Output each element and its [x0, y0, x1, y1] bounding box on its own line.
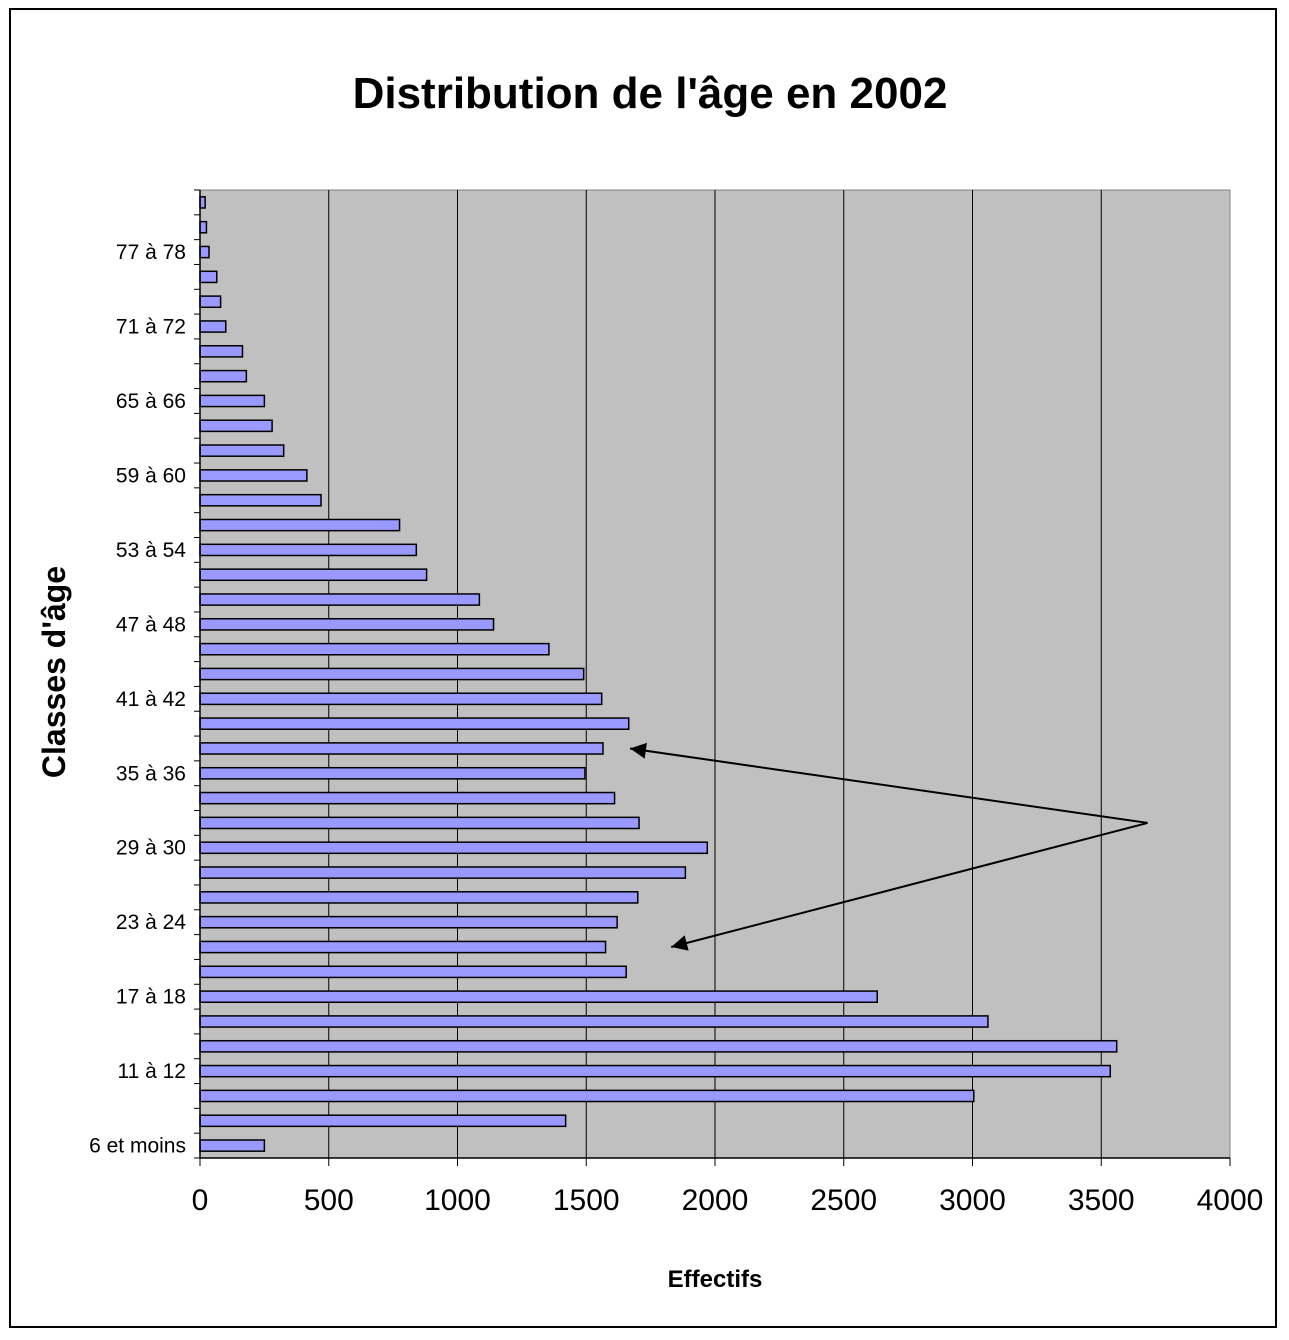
annotations — [629, 742, 1148, 951]
bar — [199, 568, 428, 582]
bar — [199, 344, 244, 358]
bar — [199, 990, 878, 1004]
bar — [199, 1114, 567, 1128]
bar — [199, 841, 709, 855]
bar — [199, 593, 481, 606]
bar — [199, 394, 266, 408]
x-tick-label: 0 — [192, 1184, 209, 1217]
axes — [194, 189, 1231, 1166]
annotation-arrow — [629, 742, 1148, 824]
y-tick-label: 47 à 48 — [116, 613, 186, 636]
bar — [199, 245, 210, 259]
bar — [199, 1089, 975, 1103]
bar — [199, 270, 218, 284]
y-tick-label: 35 à 36 — [116, 762, 186, 785]
bar — [199, 915, 618, 929]
bar — [199, 1015, 989, 1028]
bar — [199, 518, 401, 532]
bar — [199, 965, 627, 979]
x-tick-label: 3500 — [1068, 1184, 1135, 1217]
bar — [199, 742, 604, 755]
bar — [199, 618, 495, 631]
x-tick-label: 4000 — [1197, 1184, 1264, 1217]
annotation-arrow — [670, 821, 1148, 951]
y-tick-label: 17 à 18 — [116, 986, 186, 1009]
y-tick-labels: 6 et moins 11 à 12 17 à 18 23 à 24 29 à 30 35… — [89, 241, 186, 1158]
y-tick-label: 41 à 42 — [116, 688, 186, 711]
x-axis-label: Effectifs — [668, 1266, 763, 1293]
chart-title: Distribution de l'âge en 2002 — [353, 69, 948, 118]
bar — [199, 667, 585, 681]
bar — [199, 295, 222, 309]
bar — [199, 1064, 1112, 1078]
bar — [199, 493, 322, 507]
bar — [199, 642, 550, 656]
bar — [199, 320, 227, 333]
y-axis-label: Classes d'âge — [36, 566, 72, 778]
bar — [199, 940, 607, 954]
y-tick-label: 53 à 54 — [116, 539, 186, 562]
bar — [199, 1039, 1118, 1053]
bar — [199, 891, 639, 904]
y-tick-label: 23 à 24 — [116, 911, 186, 934]
y-tick-label: 59 à 60 — [116, 464, 186, 487]
bar — [199, 1139, 266, 1152]
bar — [199, 543, 418, 557]
bar — [199, 692, 603, 706]
y-tick-label: 29 à 30 — [116, 837, 186, 860]
x-tick-label: 2000 — [682, 1184, 749, 1217]
bar — [199, 469, 308, 482]
y-tick-label: 6 et moins — [89, 1135, 186, 1158]
x-tick-label: 3000 — [939, 1184, 1006, 1217]
bar — [199, 220, 208, 234]
bar — [199, 444, 285, 457]
bar — [199, 791, 616, 805]
y-tick-label: 77 à 78 — [116, 241, 186, 264]
x-tick-label: 1000 — [424, 1184, 491, 1217]
y-tick-label: 71 à 72 — [116, 316, 186, 339]
bar — [199, 816, 640, 830]
bar — [199, 196, 206, 209]
bar — [199, 369, 248, 383]
bar — [199, 717, 630, 730]
bar — [199, 866, 687, 879]
x-tick-label: 2500 — [810, 1184, 877, 1217]
y-tick-label: 11 à 12 — [117, 1060, 186, 1083]
bar — [199, 419, 273, 433]
y-tick-label: 65 à 66 — [116, 390, 186, 413]
x-tick-labels: 0 500 1000 1500 2000 2500 3000 3500 4000 — [192, 1184, 1264, 1217]
x-tick-label: 1500 — [553, 1184, 620, 1217]
x-tick-label: 500 — [304, 1184, 354, 1217]
bar — [199, 766, 586, 780]
